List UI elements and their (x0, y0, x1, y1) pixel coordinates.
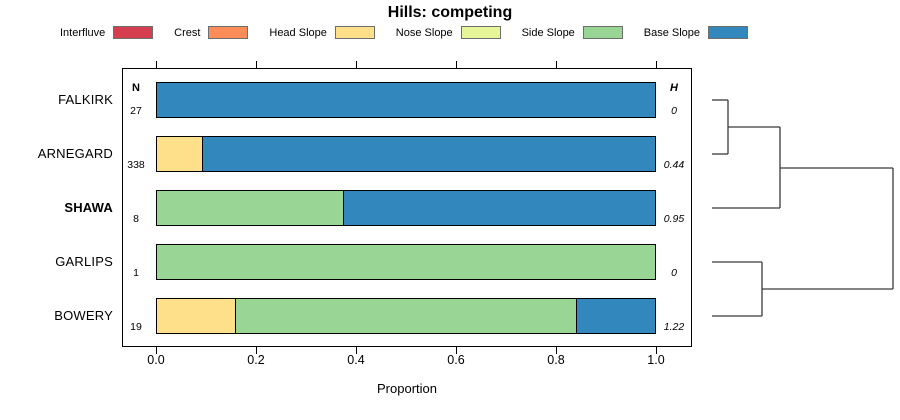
row-label-shawa: SHAWA (64, 200, 113, 215)
legend: Interfluve Crest Head Slope Nose Slope Side … (60, 26, 748, 39)
axis-tick-label: 1.0 (647, 353, 665, 367)
bar-segment-side-slope (236, 299, 577, 333)
entropy-value: 0.44 (663, 159, 685, 171)
count-value: 19 (130, 321, 142, 333)
count-value: 27 (130, 105, 142, 117)
axis-tick-label: 0.0 (147, 353, 165, 367)
bar-segment-side-slope (157, 191, 345, 225)
entropy-value: 0 (671, 267, 677, 279)
entropy-value: 0 (671, 105, 677, 117)
bar-segment-base-slope (157, 83, 655, 117)
legend-label: Side Slope (521, 26, 575, 39)
legend-item: Side Slope (522, 26, 623, 39)
row-label-arnegard: ARNEGARD (37, 146, 113, 161)
legend-label: Base Slope (643, 26, 700, 39)
stacked-bar (156, 190, 656, 226)
bar-segment-head-slope (157, 299, 237, 333)
legend-label: Head Slope (269, 26, 327, 39)
axis-tick-bottom (156, 347, 157, 354)
axis-tick-label: 0.4 (347, 353, 365, 367)
x-axis-title: Proportion (377, 381, 437, 396)
plot-frame (122, 68, 692, 347)
legend-swatch-side-slope (582, 26, 623, 39)
axis-tick-bottom (456, 347, 457, 354)
entropy-column-header: H (670, 82, 678, 94)
count-value: 338 (127, 159, 145, 171)
axis-tick-top (456, 61, 457, 68)
axis-tick-top (356, 61, 357, 68)
bar-segment-base-slope (344, 191, 655, 225)
axis-tick-label: 0.2 (247, 353, 265, 367)
axis-tick-bottom (256, 347, 257, 354)
axis-tick-bottom (556, 347, 557, 354)
legend-label: Crest (174, 26, 201, 39)
axis-tick-top (256, 61, 257, 68)
axis-tick-top (156, 61, 157, 68)
row-label-falkirk: FALKIRK (58, 92, 113, 107)
bar-segment-base-slope (202, 137, 655, 171)
legend-swatch-crest (208, 26, 249, 39)
row-label-bowery: BOWERY (54, 308, 113, 323)
chart-title: Hills: competing (387, 4, 513, 21)
stacked-bar (156, 82, 656, 118)
legend-item: Interfluve (60, 26, 154, 39)
legend-swatch-head-slope (334, 26, 375, 39)
axis-tick-label: 0.6 (447, 353, 465, 367)
count-column-header: N (132, 82, 140, 94)
legend-item: Nose Slope (396, 26, 501, 39)
count-value: 8 (133, 213, 139, 225)
legend-item: Base Slope (644, 26, 748, 39)
bar-segment-base-slope (576, 299, 656, 333)
legend-swatch-base-slope (708, 26, 748, 39)
entropy-value: 0.95 (663, 213, 685, 225)
entropy-value: 1.22 (663, 321, 685, 333)
stacked-bar (156, 244, 656, 280)
stacked-bar (156, 298, 656, 334)
axis-tick-label: 0.8 (547, 353, 565, 367)
bar-segment-side-slope (157, 245, 655, 279)
legend-swatch-interfluve (113, 26, 154, 39)
legend-item: Head Slope (269, 26, 375, 39)
legend-label: Interfluve (60, 26, 106, 39)
axis-tick-bottom (356, 347, 357, 354)
bar-segment-head-slope (157, 137, 203, 171)
legend-item: Crest (174, 26, 249, 39)
axis-tick-top (556, 61, 557, 68)
legend-label: Nose Slope (395, 26, 453, 39)
axis-tick-top (656, 61, 657, 68)
count-value: 1 (133, 267, 139, 279)
legend-swatch-nose-slope (460, 26, 501, 39)
row-label-garlips: GARLIPS (55, 254, 113, 269)
axis-tick-bottom (656, 347, 657, 354)
stacked-bar (156, 136, 656, 172)
